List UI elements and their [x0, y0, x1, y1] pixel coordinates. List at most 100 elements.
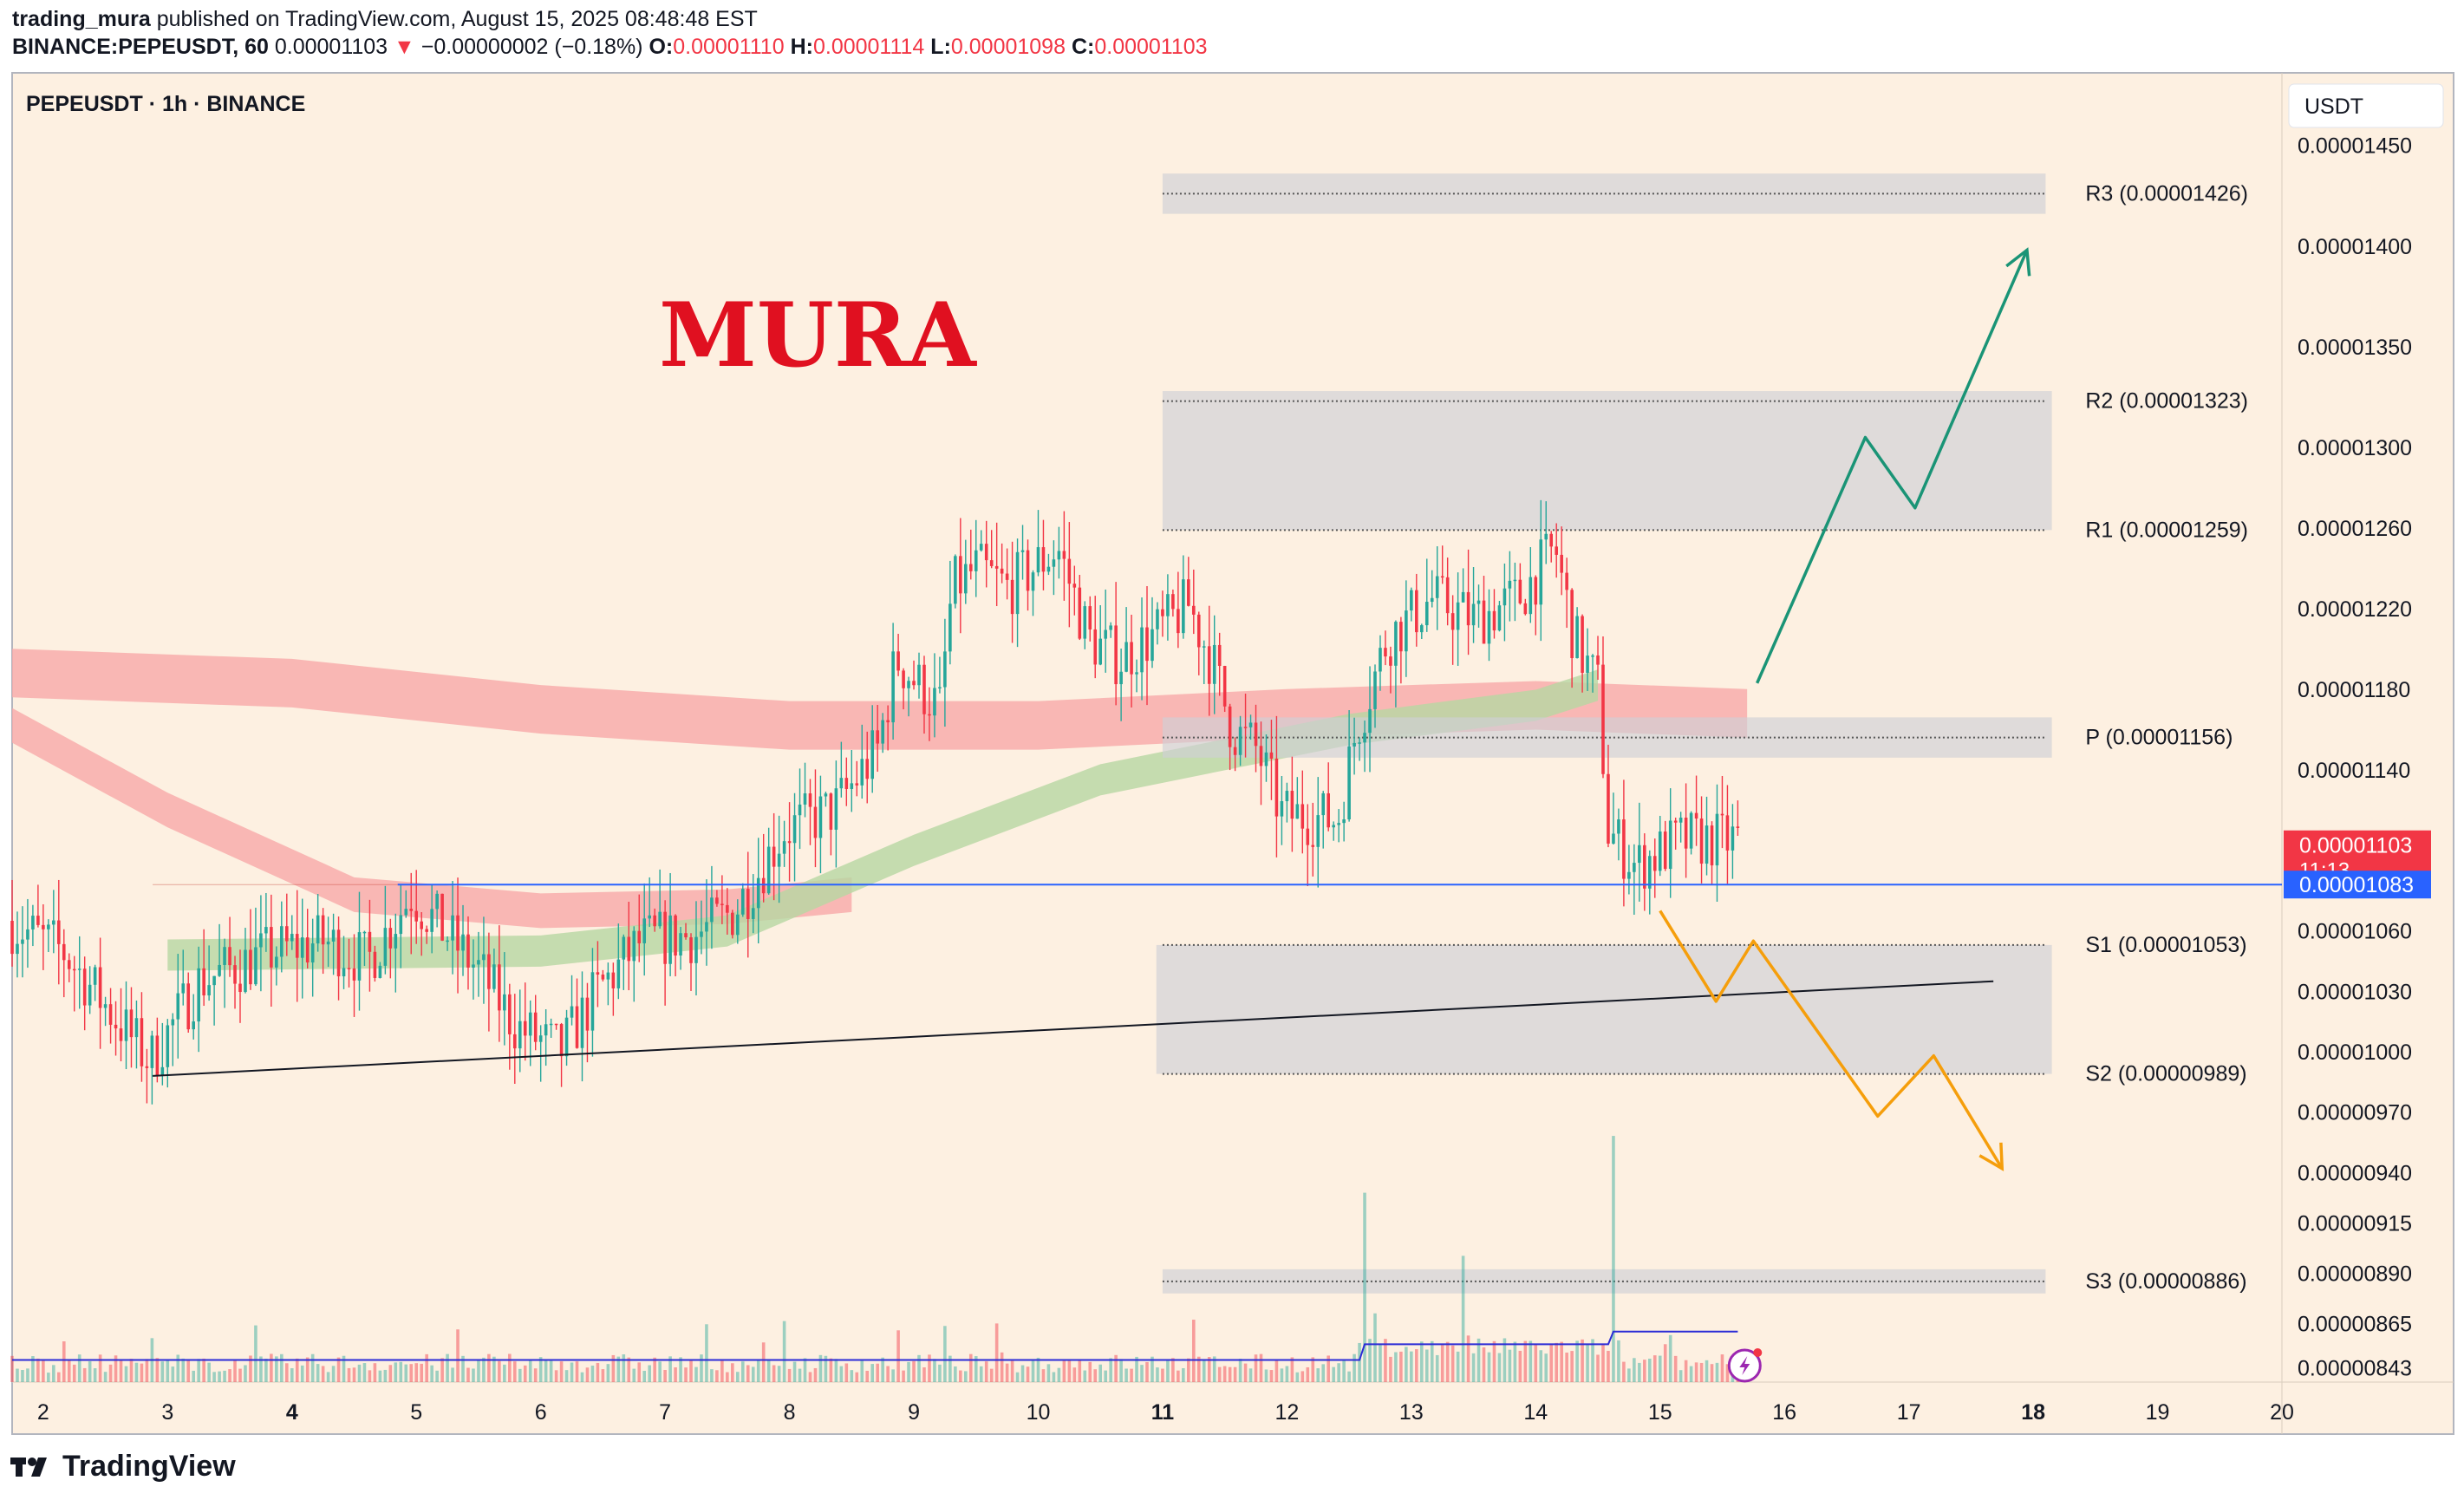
- volume-bar: [922, 1367, 926, 1382]
- candle-body: [26, 929, 29, 940]
- time-tick-label: 13: [1399, 1400, 1424, 1425]
- candle-body: [1088, 606, 1092, 629]
- candle-body: [114, 1024, 118, 1029]
- volume-bar: [968, 1353, 973, 1382]
- mura-watermark: MURA: [659, 284, 978, 388]
- volume-bar: [1161, 1368, 1164, 1382]
- time-tick-label: 4: [286, 1400, 298, 1425]
- candle-body: [316, 915, 320, 944]
- tradingview-logo[interactable]: TradingView: [10, 1450, 236, 1484]
- candle-body: [1410, 590, 1413, 611]
- candle-body: [140, 1018, 144, 1066]
- candle-body: [1555, 546, 1558, 555]
- volume-bar: [860, 1360, 864, 1382]
- volume-bar: [108, 1364, 113, 1382]
- candle-body: [637, 930, 642, 943]
- volume-bar: [668, 1356, 672, 1382]
- candle-body: [1492, 610, 1496, 631]
- price-axis[interactable]: 0.00001450 0.00001400 0.00001350 0.00001300…: [2284, 134, 2431, 1381]
- volume-bar: [482, 1357, 486, 1382]
- candle-body: [705, 922, 708, 932]
- candle-body: [394, 934, 398, 949]
- candle-body: [1285, 791, 1289, 802]
- candle-body: [1549, 533, 1554, 547]
- volume-bar: [1586, 1345, 1589, 1382]
- candle-body: [896, 651, 900, 671]
- volume-bar: [694, 1366, 698, 1382]
- candle-body: [1399, 622, 1403, 652]
- candle-body: [1513, 579, 1517, 582]
- volume-bar: [134, 1362, 139, 1382]
- candle-body: [964, 564, 968, 594]
- candle-body: [1523, 603, 1528, 615]
- candle-body: [124, 1009, 128, 1041]
- candle-body: [321, 915, 325, 945]
- candle-body: [1166, 594, 1170, 616]
- volume-bar: [1549, 1344, 1554, 1382]
- candle-body: [1482, 600, 1486, 644]
- candle-body: [1617, 819, 1620, 834]
- candle-body: [446, 940, 449, 942]
- volume-bar: [466, 1367, 470, 1382]
- candle-body: [829, 793, 833, 830]
- volume-bar: [596, 1362, 600, 1382]
- candle-body: [430, 909, 433, 932]
- volume-bar: [16, 1368, 19, 1382]
- candle-body: [1476, 600, 1481, 604]
- time-axis[interactable]: 2 3 4 5 6 7 8 9 10 11 12 13 14 15 16 17 18 19 20: [37, 1400, 2294, 1425]
- volume-bar: [1010, 1359, 1014, 1382]
- volume-bar: [611, 1354, 616, 1382]
- price-tick-label: 0.00001400: [2298, 235, 2412, 259]
- volume-bar: [212, 1372, 216, 1382]
- volume-bar: [575, 1361, 579, 1382]
- candle-body: [254, 947, 257, 985]
- candle-body: [290, 934, 294, 942]
- volume-bar: [1031, 1359, 1035, 1382]
- time-tick-label: 15: [1648, 1400, 1672, 1425]
- volume-bar: [1332, 1366, 1335, 1382]
- candle-body: [357, 932, 362, 981]
- candle-body: [518, 1021, 522, 1049]
- candle-body: [881, 720, 884, 744]
- pivot-level-label: S2 (0.00000989): [2085, 1062, 2246, 1086]
- volume-bar: [642, 1371, 647, 1382]
- candle-body: [1015, 551, 1020, 615]
- candle-body: [1316, 815, 1320, 847]
- candle-body: [160, 1066, 165, 1076]
- volume-bar: [1394, 1352, 1398, 1382]
- candle-body: [1627, 871, 1631, 879]
- author-name[interactable]: trading_mura: [12, 7, 151, 31]
- candle-body: [119, 1028, 123, 1041]
- volume-bar: [166, 1360, 170, 1382]
- volume-bar: [772, 1365, 776, 1382]
- candle-body: [10, 921, 14, 955]
- candle-body: [528, 1012, 532, 1036]
- currency-button[interactable]: [2288, 83, 2444, 128]
- volume-bar: [1415, 1349, 1418, 1382]
- close-value: 0.00001103: [1094, 35, 1208, 59]
- volume-bar: [559, 1361, 564, 1382]
- volume-bar: [533, 1368, 538, 1382]
- candle-body: [270, 927, 273, 968]
- volume-bar: [761, 1342, 766, 1382]
- candle-body: [798, 804, 802, 816]
- candle-body: [456, 915, 460, 951]
- volume-bar: [528, 1360, 532, 1382]
- candle-body: [616, 959, 621, 988]
- candle-body: [1384, 648, 1387, 657]
- volume-bar: [228, 1369, 231, 1382]
- candle-body: [824, 793, 828, 797]
- volume-bar: [881, 1357, 884, 1382]
- candle-body: [1124, 642, 1128, 672]
- time-tick-label: 19: [2146, 1400, 2170, 1425]
- candle-body: [1145, 627, 1149, 662]
- volume-bar: [736, 1372, 740, 1382]
- candle-body: [777, 853, 781, 867]
- volume-bar: [1321, 1364, 1326, 1382]
- volume-bar: [1534, 1344, 1538, 1382]
- volume-bar: [171, 1366, 175, 1382]
- candle-body: [679, 933, 682, 956]
- candle-body: [388, 928, 393, 949]
- drawings: [153, 247, 2282, 1383]
